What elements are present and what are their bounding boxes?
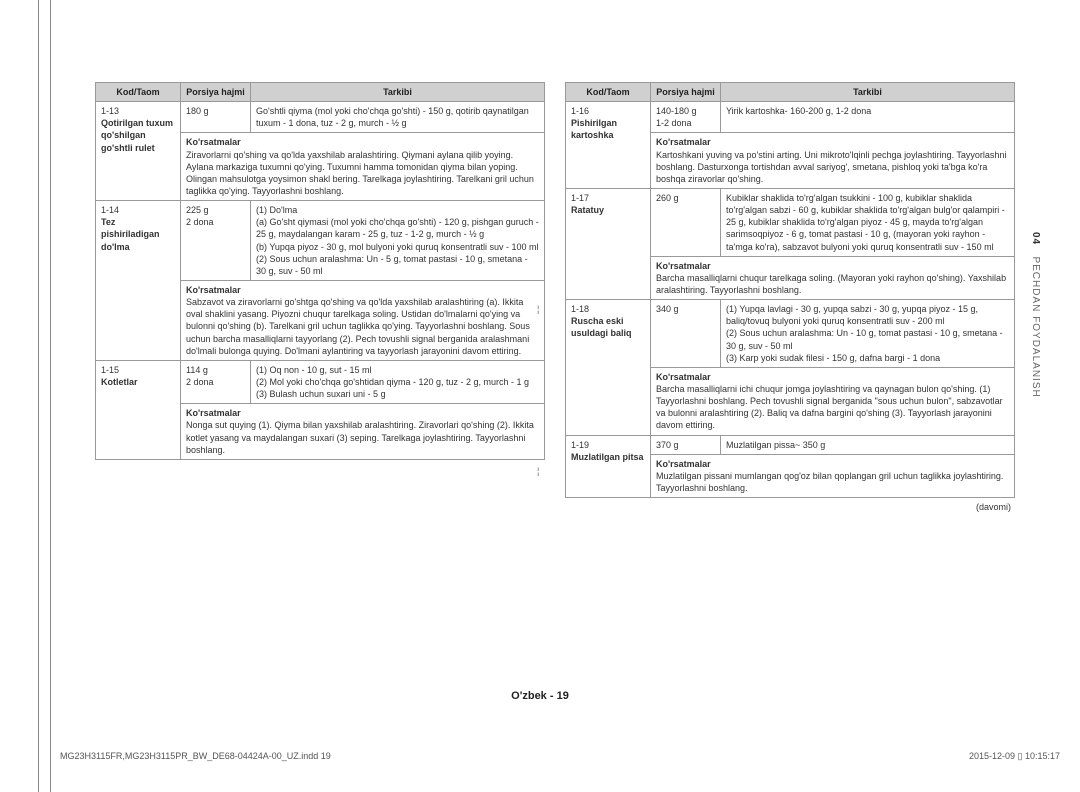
korsatmalar-label: Ko'rsatmalar bbox=[656, 137, 711, 147]
table-row: 1-19 Muzlatilgan pitsa 370 g Muzlatilgan… bbox=[566, 435, 1015, 454]
meta-filename: MG23H3115FR,MG23H3115PR_BW_DE68-04424A-0… bbox=[60, 751, 331, 762]
right-column: Kod/Taom Porsiya hajmi Tarkibi 1-16 Pish… bbox=[565, 82, 1015, 512]
korsatmalar-text: Kartoshkani yuving va po'stini arting. U… bbox=[656, 150, 1006, 184]
cell-code: 1-16 Pishirilgan kartoshka bbox=[566, 102, 651, 189]
code-num: 1-17 bbox=[571, 193, 589, 203]
korsatmalar-text: Nonga sut quying (1). Qiyma bilan yaxshi… bbox=[186, 420, 534, 454]
table-row: 1-13 Qotirilgan tuxum qo'shilgan go'shtl… bbox=[96, 102, 545, 133]
file-meta: MG23H3115FR,MG23H3115PR_BW_DE68-04424A-0… bbox=[60, 751, 1060, 762]
cell-tarkibi: (1) Oq non - 10 g, sut - 15 ml (2) Mol y… bbox=[251, 360, 545, 403]
korsatmalar-label: Ko'rsatmalar bbox=[186, 137, 241, 147]
th-tarkibi: Tarkibi bbox=[251, 83, 545, 102]
code-name: Muzlatilgan pitsa bbox=[571, 452, 644, 462]
code-name: Pishirilgan kartoshka bbox=[571, 118, 617, 140]
code-num: 1-13 bbox=[101, 106, 119, 116]
cell-tarkibi: (1) Do'lma (a) Go'sht qiymasi (mol yoki … bbox=[251, 201, 545, 281]
cell-portion: 340 g bbox=[651, 300, 721, 368]
cell-portion: 140-180 g 1-2 dona bbox=[651, 102, 721, 133]
continued-label: (davomi) bbox=[565, 502, 1015, 512]
code-num: 1-19 bbox=[571, 440, 589, 450]
korsatmalar-label: Ko'rsatmalar bbox=[186, 408, 241, 418]
meta-date: 2015-12-09 ▯ 10:15:17 bbox=[969, 751, 1060, 762]
cell-code: 1-18 Ruscha eski usuldagi baliq bbox=[566, 300, 651, 435]
korsatmalar-label: Ko'rsatmalar bbox=[656, 459, 711, 469]
table-row: 1-16 Pishirilgan kartoshka 140-180 g 1-2… bbox=[566, 102, 1015, 133]
side-label-num: 04 bbox=[1030, 232, 1041, 245]
cell-portion: 370 g bbox=[651, 435, 721, 454]
cell-portion: 180 g bbox=[181, 102, 251, 133]
cell-portion: 225 g 2 dona bbox=[181, 201, 251, 281]
cell-tarkibi: Muzlatilgan pissa~ 350 g bbox=[721, 435, 1015, 454]
th-tarkibi: Tarkibi bbox=[721, 83, 1015, 102]
right-table: Kod/Taom Porsiya hajmi Tarkibi 1-16 Pish… bbox=[565, 82, 1015, 498]
cell-tarkibi: (1) Yupqa lavlagi - 30 g, yupqa sabzi - … bbox=[721, 300, 1015, 368]
section-side-label: 04 PECHDAN FOYDALANISH bbox=[1030, 232, 1041, 398]
code-name: Kotletlar bbox=[101, 377, 138, 387]
code-num: 1-15 bbox=[101, 365, 119, 375]
th-portion: Porsiya hajmi bbox=[651, 83, 721, 102]
cell-korsatmalar: Ko'rsatmalar Barcha masalliqlarni chuqur… bbox=[651, 256, 1015, 299]
table-row: 1-17 Ratatuy 260 g Kubiklar shaklida to'… bbox=[566, 188, 1015, 256]
cell-tarkibi: Go'shtli qiyma (mol yoki cho'chqa go'sht… bbox=[251, 102, 545, 133]
cell-code: 1-19 Muzlatilgan pitsa bbox=[566, 435, 651, 498]
korsatmalar-text: Ziravorlarni qo'shing va qo'lda yaxshila… bbox=[186, 150, 534, 196]
cell-korsatmalar: Ko'rsatmalar Sabzavot va ziravorlarni go… bbox=[181, 280, 545, 360]
side-label-text: PECHDAN FOYDALANISH bbox=[1030, 256, 1041, 397]
cell-korsatmalar: Ko'rsatmalar Ziravorlarni qo'shing va qo… bbox=[181, 133, 545, 201]
cell-code: 1-15 Kotletlar bbox=[96, 360, 181, 459]
table-header-row: Kod/Taom Porsiya hajmi Tarkibi bbox=[96, 83, 545, 102]
korsatmalar-text: Barcha masalliqlarni chuqur tarelkaga so… bbox=[656, 273, 1006, 295]
cell-tarkibi: Yirik kartoshka- 160-200 g, 1-2 dona bbox=[721, 102, 1015, 133]
korsatmalar-text: Sabzavot va ziravorlarni go'shtga qo'shi… bbox=[186, 297, 530, 356]
code-name: Tez pishiriladigan do'lma bbox=[101, 217, 160, 251]
cell-korsatmalar: Ko'rsatmalar Barcha masalliqlarni ichi c… bbox=[651, 367, 1015, 435]
cell-portion: 114 g 2 dona bbox=[181, 360, 251, 403]
cell-portion: 260 g bbox=[651, 188, 721, 256]
korsatmalar-text: Barcha masalliqlarni ichi chuqur jomga j… bbox=[656, 384, 1003, 430]
cell-code: 1-17 Ratatuy bbox=[566, 188, 651, 299]
left-table: Kod/Taom Porsiya hajmi Tarkibi 1-13 Qoti… bbox=[95, 82, 545, 460]
left-column: Kod/Taom Porsiya hajmi Tarkibi 1-13 Qoti… bbox=[95, 82, 545, 512]
code-num: 1-16 bbox=[571, 106, 589, 116]
code-num: 1-18 bbox=[571, 304, 589, 314]
code-num: 1-14 bbox=[101, 205, 119, 215]
table-row: 1-15 Kotletlar 114 g 2 dona (1) Oq non -… bbox=[96, 360, 545, 403]
korsatmalar-label: Ko'rsatmalar bbox=[656, 372, 711, 382]
content-area: Kod/Taom Porsiya hajmi Tarkibi 1-13 Qoti… bbox=[95, 82, 1045, 512]
code-name: Qotirilgan tuxum qo'shilgan go'shtli rul… bbox=[101, 118, 173, 152]
korsatmalar-label: Ko'rsatmalar bbox=[186, 285, 241, 295]
table-header-row: Kod/Taom Porsiya hajmi Tarkibi bbox=[566, 83, 1015, 102]
cell-korsatmalar: Ko'rsatmalar Kartoshkani yuving va po'st… bbox=[651, 133, 1015, 189]
cell-code: 1-14 Tez pishiriladigan do'lma bbox=[96, 201, 181, 361]
cell-code: 1-13 Qotirilgan tuxum qo'shilgan go'shtl… bbox=[96, 102, 181, 201]
table-row: 1-14 Tez pishiriladigan do'lma 225 g 2 d… bbox=[96, 201, 545, 281]
cell-korsatmalar: Ko'rsatmalar Nonga sut quying (1). Qiyma… bbox=[181, 404, 545, 460]
code-name: Ruscha eski usuldagi baliq bbox=[571, 316, 632, 338]
korsatmalar-text: Muzlatilgan pissani mumlangan qog'oz bil… bbox=[656, 471, 1003, 493]
th-code: Kod/Taom bbox=[566, 83, 651, 102]
cell-tarkibi: Kubiklar shaklida to'rg'algan tsukkini -… bbox=[721, 188, 1015, 256]
th-code: Kod/Taom bbox=[96, 83, 181, 102]
cell-korsatmalar: Ko'rsatmalar Muzlatilgan pissani mumlang… bbox=[651, 454, 1015, 497]
table-row: 1-18 Ruscha eski usuldagi baliq 340 g (1… bbox=[566, 300, 1015, 368]
page-footer: O'zbek - 19 bbox=[0, 690, 1080, 702]
korsatmalar-label: Ko'rsatmalar bbox=[656, 261, 711, 271]
code-name: Ratatuy bbox=[571, 205, 604, 215]
th-portion: Porsiya hajmi bbox=[181, 83, 251, 102]
